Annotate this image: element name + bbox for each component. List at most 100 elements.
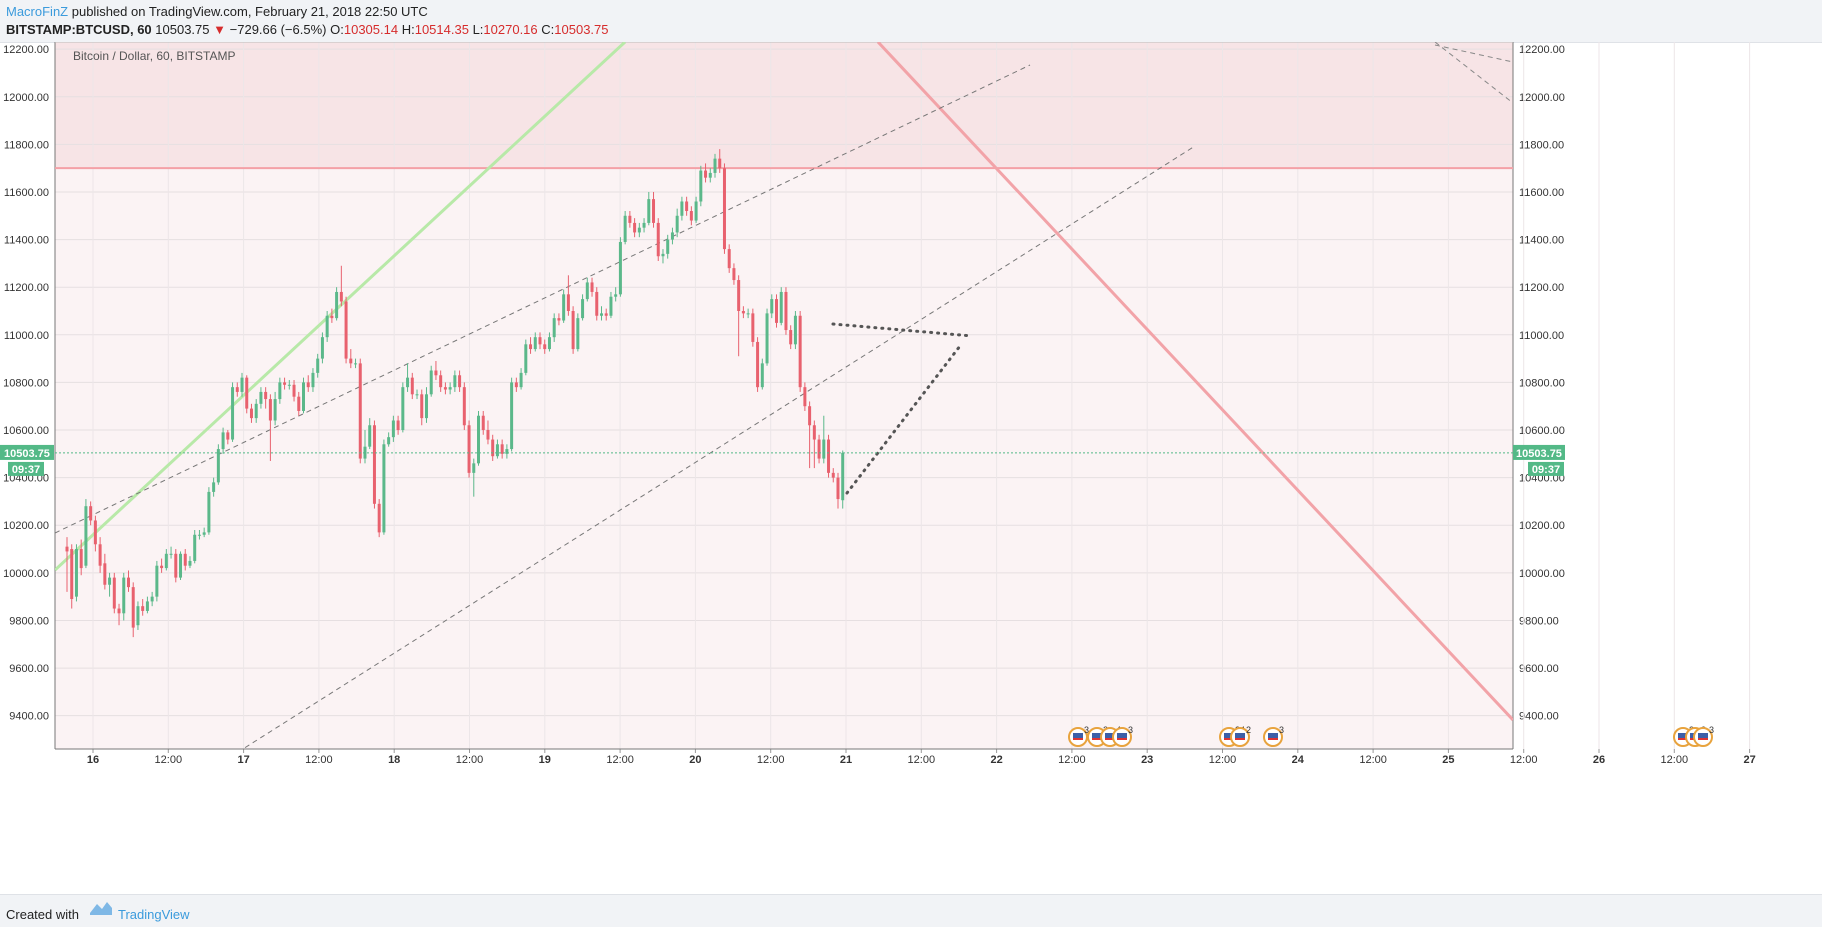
candle-body[interactable]: [609, 296, 613, 316]
candle-body[interactable]: [268, 399, 272, 421]
candle-body[interactable]: [65, 546, 69, 552]
candle-body[interactable]: [760, 363, 764, 388]
candle-body[interactable]: [358, 363, 362, 459]
candle-body[interactable]: [429, 370, 433, 395]
candle-body[interactable]: [519, 372, 523, 388]
candle-body[interactable]: [458, 375, 462, 388]
candle-body[interactable]: [713, 158, 717, 173]
candle-body[interactable]: [410, 377, 414, 395]
candle-body[interactable]: [689, 211, 693, 221]
candle-body[interactable]: [699, 170, 703, 202]
candle-body[interactable]: [708, 172, 712, 178]
candle-body[interactable]: [670, 232, 674, 240]
candle-body[interactable]: [798, 315, 802, 388]
candle-body[interactable]: [751, 313, 755, 342]
candle-body[interactable]: [108, 577, 112, 585]
candle-body[interactable]: [335, 291, 339, 319]
candle-body[interactable]: [193, 534, 197, 561]
candle-body[interactable]: [339, 291, 343, 302]
candle-body[interactable]: [273, 399, 277, 421]
candle-body[interactable]: [481, 415, 485, 431]
candle-body[interactable]: [661, 253, 665, 257]
author-link[interactable]: MacroFinZ: [6, 4, 69, 19]
candle-body[interactable]: [283, 382, 287, 385]
candle-body[interactable]: [453, 375, 457, 388]
candle-body[interactable]: [514, 382, 518, 388]
candle-body[interactable]: [595, 291, 599, 316]
candle-body[interactable]: [150, 596, 154, 602]
candle-body[interactable]: [817, 439, 821, 459]
tradingview-link[interactable]: TradingView: [118, 907, 190, 922]
candle-body[interactable]: [718, 158, 722, 169]
candle-body[interactable]: [656, 222, 660, 257]
candle-body[interactable]: [235, 387, 239, 392]
candle-body[interactable]: [136, 606, 140, 626]
candle-body[interactable]: [704, 170, 708, 178]
candle-body[interactable]: [249, 408, 253, 419]
candle-body[interactable]: [581, 299, 585, 319]
candle-body[interactable]: [354, 363, 358, 365]
candle-body[interactable]: [694, 201, 698, 221]
candle-body[interactable]: [443, 387, 447, 390]
candle-body[interactable]: [131, 587, 135, 628]
candle-body[interactable]: [477, 415, 481, 464]
candle-body[interactable]: [278, 382, 282, 400]
candle-body[interactable]: [495, 444, 499, 457]
price-chart[interactable]: 12200.00 12200.00 12000.00 12000.00 11800.00…: [0, 42, 1822, 894]
candle-body[interactable]: [174, 553, 178, 578]
candle-body[interactable]: [722, 168, 726, 250]
candle-body[interactable]: [70, 549, 74, 600]
candle-body[interactable]: [302, 382, 305, 411]
candle-body[interactable]: [179, 553, 183, 578]
candle-body[interactable]: [406, 377, 410, 388]
candle-body[interactable]: [368, 425, 372, 447]
candle-body[interactable]: [652, 199, 656, 223]
candle-body[interactable]: [599, 313, 603, 316]
candle-body[interactable]: [160, 565, 164, 569]
candle-body[interactable]: [784, 291, 788, 331]
candle-body[interactable]: [562, 294, 566, 321]
candle-body[interactable]: [770, 299, 774, 314]
candle-body[interactable]: [737, 280, 741, 311]
candle-body[interactable]: [372, 425, 376, 504]
candle-body[interactable]: [292, 384, 296, 397]
candle-body[interactable]: [642, 222, 646, 228]
candle-body[interactable]: [647, 199, 651, 223]
candle-body[interactable]: [287, 384, 291, 386]
candle-body[interactable]: [538, 337, 542, 345]
candle-body[interactable]: [628, 215, 632, 223]
candle-body[interactable]: [675, 215, 679, 233]
candle-body[interactable]: [221, 432, 225, 450]
candle-body[interactable]: [207, 491, 211, 533]
candle-body[interactable]: [84, 506, 88, 566]
candle-body[interactable]: [424, 394, 428, 419]
candle-body[interactable]: [306, 382, 310, 388]
candle-body[interactable]: [529, 344, 533, 350]
candle-body[interactable]: [212, 482, 216, 492]
candle-body[interactable]: [808, 406, 812, 426]
candle-body[interactable]: [680, 201, 684, 216]
candle-body[interactable]: [93, 520, 97, 545]
candle-body[interactable]: [552, 318, 556, 338]
candle-body[interactable]: [439, 375, 443, 388]
candle-body[interactable]: [330, 315, 334, 319]
candle-body[interactable]: [98, 544, 102, 566]
candle-body[interactable]: [732, 268, 736, 281]
candle-body[interactable]: [765, 313, 769, 364]
candle-body[interactable]: [197, 534, 201, 536]
candle-body[interactable]: [576, 318, 580, 350]
candle-body[interactable]: [311, 372, 315, 388]
candle-body[interactable]: [188, 560, 192, 566]
candle-body[interactable]: [547, 337, 551, 350]
candle-body[interactable]: [231, 387, 235, 440]
candle-body[interactable]: [391, 420, 395, 438]
candle-body[interactable]: [604, 313, 608, 316]
candle-body[interactable]: [822, 439, 826, 459]
candle-body[interactable]: [827, 439, 831, 473]
candle-body[interactable]: [112, 577, 116, 609]
candle-body[interactable]: [396, 420, 400, 431]
candle-body[interactable]: [316, 358, 320, 373]
candle-body[interactable]: [779, 291, 783, 323]
candle-body[interactable]: [240, 377, 244, 392]
candle-body[interactable]: [614, 294, 618, 297]
